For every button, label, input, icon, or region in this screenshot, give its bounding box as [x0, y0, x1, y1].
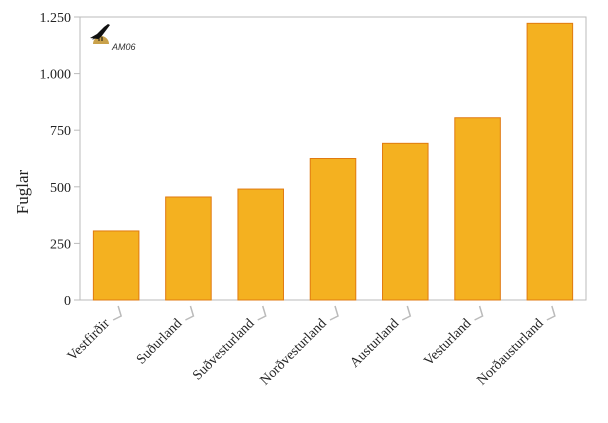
bar-6 — [454, 117, 501, 301]
x-tick-mark — [329, 305, 339, 321]
y-axis-title: Fuglar — [13, 169, 32, 214]
x-tick-label: Norðausturland — [474, 316, 546, 388]
x-tick-label: Austurland — [348, 316, 403, 371]
y-tick-label: 500 — [50, 181, 71, 196]
x-tick-mark — [185, 305, 195, 321]
y-tick-label: 250 — [50, 237, 71, 252]
x-tick-mark — [401, 305, 412, 321]
x-tick-label: Norðvesturland — [258, 316, 330, 388]
logo-text: AM06 — [111, 42, 136, 52]
bar-3 — [237, 188, 284, 301]
bar-2 — [165, 196, 212, 301]
x-tick-label: Vestfirðir — [65, 316, 113, 364]
bar-1 — [92, 230, 140, 301]
x-tick-mark — [257, 305, 267, 321]
x-tick-label: Suðurland — [134, 316, 185, 367]
y-tick-label: 750 — [50, 124, 71, 139]
x-tick-mark — [546, 305, 556, 321]
y-tick-label: 1.250 — [40, 11, 72, 26]
x-tick-label: Vesturland — [421, 316, 474, 369]
logo: AM06 — [90, 24, 136, 52]
bar-5 — [382, 142, 429, 301]
x-tick-mark — [474, 305, 484, 321]
y-tick-label: 0 — [64, 294, 71, 309]
y-axis: 0 250 500 750 1.000 1.250 — [40, 11, 80, 309]
x-axis: Vestfirðir Suðurland Suðvesturland Norðvest… — [65, 305, 556, 388]
bars — [92, 22, 574, 301]
bar-7 — [526, 22, 574, 301]
raven-icon — [90, 24, 110, 44]
y-tick-label: 1.000 — [40, 68, 72, 83]
x-tick-label: Suðvesturland — [190, 316, 257, 383]
x-tick-mark — [112, 305, 123, 321]
bar-4 — [309, 158, 357, 301]
